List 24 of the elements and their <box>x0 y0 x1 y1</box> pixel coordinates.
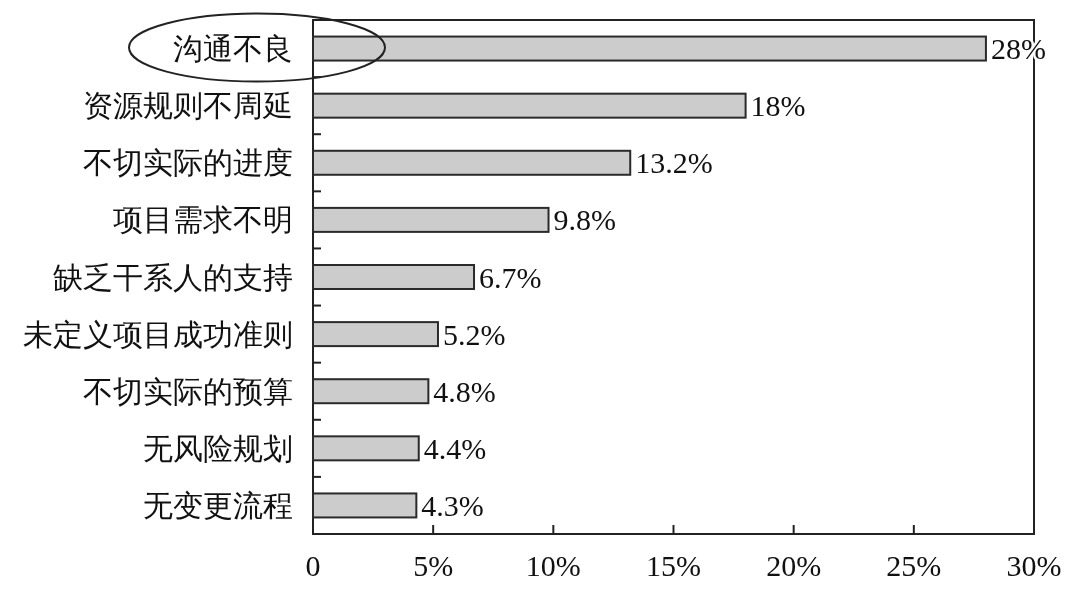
y-tick-label: 不切实际的进度 <box>83 146 293 180</box>
x-tick-label: 5% <box>413 549 454 582</box>
x-tick-label: 25% <box>886 549 942 582</box>
y-tick-label: 未定义项目成功准则 <box>23 317 293 351</box>
x-tick-label: 0 <box>305 549 321 582</box>
data-label: 4.4% <box>423 431 487 465</box>
data-label: 4.3% <box>421 488 484 522</box>
y-tick-label: 沟通不良 <box>173 32 293 66</box>
data-label: 13.2% <box>635 146 713 180</box>
data-label: 5.2% <box>442 317 506 351</box>
x-tick-label: 15% <box>646 549 701 582</box>
data-label: 9.8% <box>553 203 617 237</box>
x-tick-label: 10% <box>525 549 581 582</box>
data-label: 18% <box>750 89 806 123</box>
data-label: 6.7% <box>479 260 542 294</box>
y-tick-label: 不切实际的预算 <box>83 374 293 408</box>
x-tick-label: 20% <box>766 549 822 582</box>
y-tick-label: 项目需求不明 <box>113 203 293 237</box>
x-tick-label: 30% <box>1006 549 1062 582</box>
y-tick-label: 资源规则不周延 <box>83 89 293 123</box>
y-tick-label: 无风险规划 <box>143 431 293 465</box>
data-label: 4.8% <box>433 374 496 408</box>
y-tick-label: 缺乏干系人的支持 <box>53 260 293 294</box>
y-tick-label: 无变更流程 <box>143 488 293 522</box>
